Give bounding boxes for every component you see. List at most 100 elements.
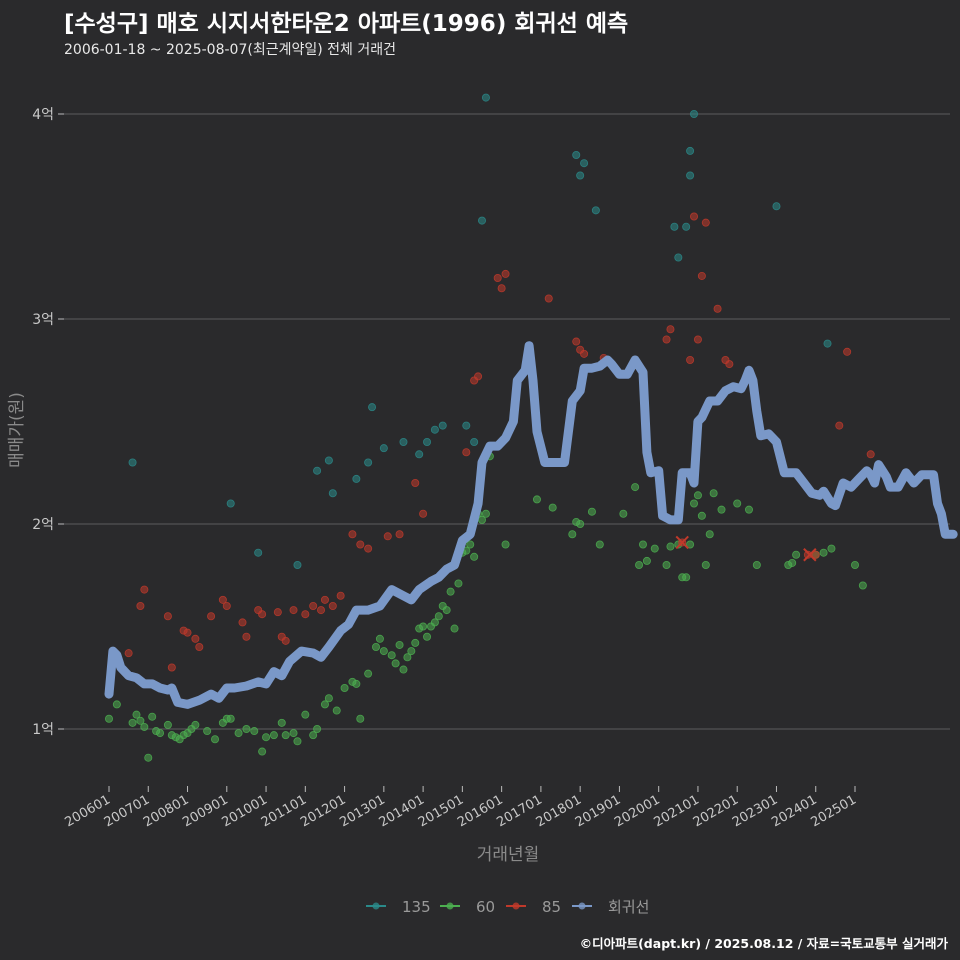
point-60: [442, 606, 451, 615]
point-60: [140, 722, 149, 731]
point-85: [195, 643, 204, 652]
point-60: [744, 505, 753, 514]
point-85: [572, 337, 581, 346]
point-85: [222, 602, 231, 611]
point-85: [309, 602, 318, 611]
point-60: [269, 731, 278, 740]
legend-item-135: 135: [366, 898, 431, 916]
point-85: [497, 284, 506, 293]
x-axis: 2006012007012008012009012010012011012012…: [63, 786, 859, 830]
point-135: [328, 489, 337, 498]
point-85: [383, 532, 392, 541]
point-60: [434, 612, 443, 621]
point-60: [827, 544, 836, 553]
point-85: [493, 273, 502, 282]
point-60: [705, 530, 714, 539]
point-85: [242, 632, 251, 641]
point-60: [281, 731, 290, 740]
point-85: [690, 212, 699, 221]
point-60: [379, 647, 388, 656]
point-85: [697, 271, 706, 280]
point-135: [430, 425, 439, 434]
point-60: [638, 540, 647, 549]
point-60: [693, 491, 702, 500]
point-60: [430, 618, 439, 627]
point-85: [167, 663, 176, 672]
point-135: [674, 253, 683, 262]
point-85: [803, 550, 812, 559]
point-60: [481, 509, 490, 518]
point-60: [364, 669, 373, 678]
point-60: [156, 729, 165, 738]
point-60: [662, 561, 671, 570]
point-60: [407, 647, 416, 656]
point-60: [293, 737, 302, 746]
point-85: [356, 540, 365, 549]
point-135: [226, 499, 235, 508]
point-85: [289, 606, 298, 615]
point-60: [340, 684, 349, 693]
point-60: [548, 503, 557, 512]
point-60: [788, 558, 797, 567]
point-135: [576, 171, 585, 180]
point-85: [725, 360, 734, 369]
point-60: [371, 643, 380, 652]
y-tick-label: 4억: [32, 107, 54, 123]
x-tick-label: 202501: [809, 792, 859, 830]
point-85: [395, 530, 404, 539]
x-axis-title: 거래년월: [477, 845, 540, 865]
point-60: [619, 509, 628, 518]
point-60: [454, 579, 463, 588]
point-60: [697, 511, 706, 520]
point-85: [273, 608, 282, 617]
point-60: [587, 507, 596, 516]
point-60: [301, 710, 310, 719]
point-135: [415, 450, 424, 459]
point-85: [811, 550, 820, 559]
regression-path: [104, 341, 958, 709]
point-60: [375, 634, 384, 643]
point-60: [258, 747, 267, 756]
point-85: [348, 530, 357, 539]
point-85: [580, 349, 589, 358]
legend-item-85: 85: [506, 898, 561, 916]
legend-swatch-dot: [512, 902, 520, 910]
point-60: [423, 632, 432, 641]
legend-label: 85: [542, 898, 561, 916]
legend-swatch-dot: [578, 902, 586, 910]
point-85: [336, 591, 345, 600]
point-135: [823, 339, 832, 348]
point-60: [733, 499, 742, 508]
x-mark-stroke: [803, 548, 817, 562]
point-60: [128, 718, 137, 727]
point-60: [466, 540, 475, 549]
point-60: [136, 716, 145, 725]
point-60: [105, 714, 114, 723]
y-axis: 1억 2억 3억 4억: [32, 107, 64, 738]
point-85: [713, 304, 722, 313]
point-60: [858, 581, 867, 590]
point-60: [226, 714, 235, 723]
point-85: [301, 610, 310, 619]
point-60: [446, 587, 455, 596]
point-60: [144, 753, 153, 762]
point-60: [250, 727, 259, 736]
regression-line: [104, 341, 958, 709]
point-60: [356, 714, 365, 723]
point-85: [411, 478, 420, 487]
point-135: [470, 437, 479, 446]
y-axis-title: 매매가(원): [7, 392, 27, 468]
point-135: [686, 171, 695, 180]
point-60: [112, 700, 121, 709]
point-135: [423, 437, 432, 446]
point-135: [368, 403, 377, 412]
point-135: [686, 146, 695, 155]
point-85: [501, 269, 510, 278]
point-135: [481, 93, 490, 102]
point-60: [148, 712, 157, 721]
point-60: [403, 653, 412, 662]
point-60: [234, 729, 243, 738]
source-caption: ©디아파트(dapt.kr) / 2025.08.12 / 자료=국토교통부 실…: [579, 936, 948, 951]
point-85: [258, 610, 267, 619]
